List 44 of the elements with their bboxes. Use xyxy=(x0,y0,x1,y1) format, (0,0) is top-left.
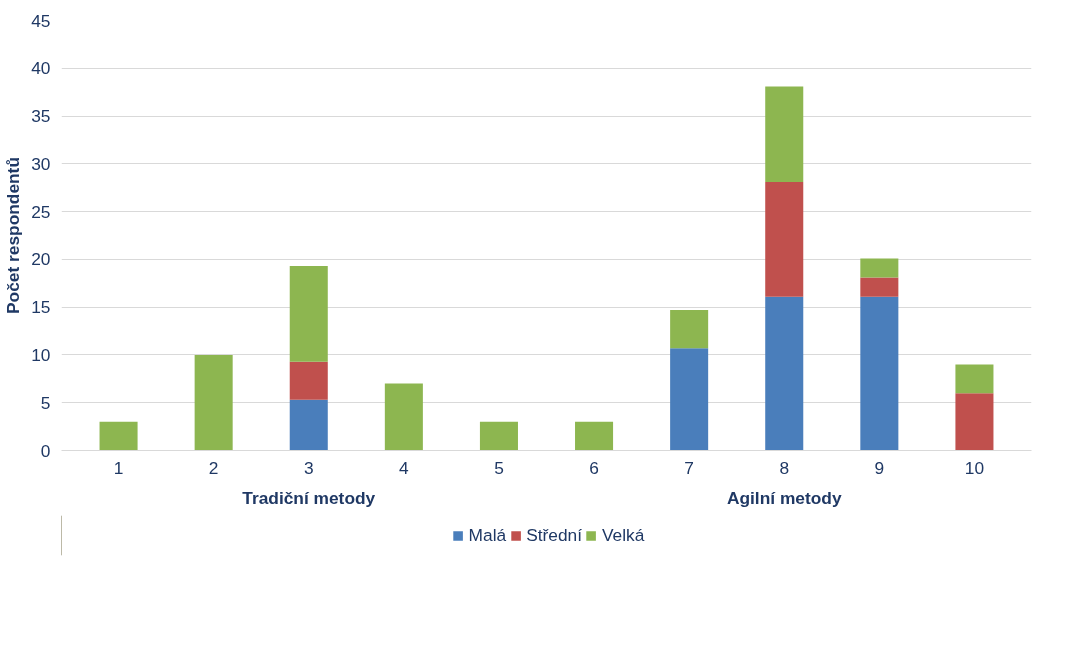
bar xyxy=(670,348,709,451)
bar xyxy=(765,296,804,451)
y-tick-label: 35 xyxy=(31,106,51,127)
y-tick-label: 15 xyxy=(31,297,51,318)
y-tick-label: 45 xyxy=(31,10,51,31)
bar xyxy=(765,181,804,297)
bar xyxy=(860,258,899,278)
text: Tradiční metody xyxy=(242,487,376,508)
bar xyxy=(955,393,994,451)
x-tick-label: 10 xyxy=(964,457,985,478)
legend-label: Velká xyxy=(602,524,645,546)
x-tick-label: 3 xyxy=(303,457,314,478)
y-tick-label: 0 xyxy=(40,440,51,461)
y-tick-label: 20 xyxy=(31,249,51,270)
x-tick-label: 1 xyxy=(113,457,124,478)
text: Agilní metody xyxy=(726,487,842,508)
y-tick-label: 10 xyxy=(31,344,51,365)
y-tick-label: 5 xyxy=(40,392,51,413)
x-tick-label: 9 xyxy=(874,457,885,478)
bar xyxy=(575,421,614,451)
y-tick-label: 25 xyxy=(31,201,51,222)
bar xyxy=(194,354,233,451)
y-tick-label: 30 xyxy=(31,153,51,174)
bar xyxy=(860,277,899,297)
bar xyxy=(289,399,328,451)
legend-label: Střední xyxy=(526,524,583,546)
bar xyxy=(384,383,423,451)
bar xyxy=(289,361,328,400)
x-tick-label: 8 xyxy=(779,457,790,478)
bar xyxy=(289,266,328,362)
legend-label: Malá xyxy=(468,524,507,546)
x-tick-label: 4 xyxy=(399,457,410,478)
x-tick-label: 7 xyxy=(684,457,694,478)
bar xyxy=(860,296,899,451)
bar xyxy=(670,310,709,349)
bar xyxy=(479,421,518,451)
y-axis-title: Počet respondentů xyxy=(3,157,24,314)
x-tick-label: 5 xyxy=(494,457,504,478)
bar xyxy=(955,364,994,394)
y-tick-label: 40 xyxy=(31,58,51,79)
x-tick-label: 2 xyxy=(208,457,219,478)
bar xyxy=(99,421,138,451)
x-tick-label: 6 xyxy=(589,457,599,478)
bar xyxy=(765,86,804,182)
